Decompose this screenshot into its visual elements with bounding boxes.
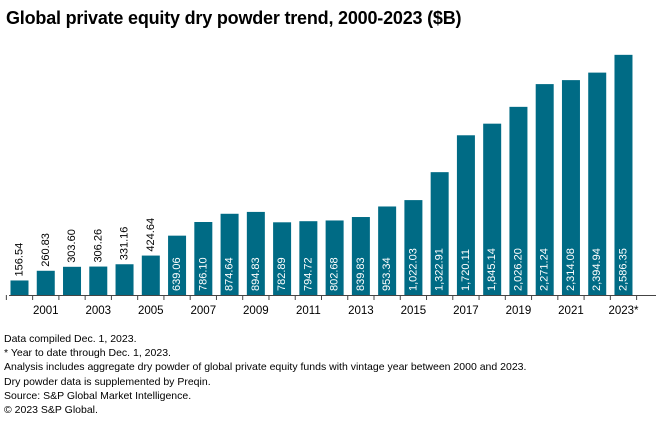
data-label-2009: 894.83 (250, 257, 262, 291)
data-label-2019: 2,026.20 (512, 248, 524, 291)
bar-2012 (325, 220, 344, 295)
bar-2013 (351, 217, 370, 295)
data-label-2010: 782.89 (276, 257, 288, 291)
data-label-2000: 156.54 (14, 243, 26, 277)
x-axis-tick-labels: 2001 2003 2005 2007 2009 2011 2013 2015 2017 2019… (33, 305, 639, 317)
bar-2014 (378, 206, 397, 295)
data-label-2020: 2,271.24 (539, 248, 551, 291)
data-label-2021: 2,314.08 (565, 248, 577, 291)
tick-label-2015: 2015 (401, 305, 427, 317)
chart-title: Global private equity dry powder trend, … (6, 8, 462, 28)
bar-chart: 156.54 260.83 303.60 306.26 331.16 424.64 639.… (5, 54, 656, 317)
data-label-2001: 260.83 (40, 233, 52, 267)
bar-2003 (89, 266, 108, 295)
bar-2015 (404, 200, 423, 295)
bar-2008 (220, 213, 239, 295)
data-label-2004: 331.16 (119, 227, 131, 261)
data-label-2005: 424.64 (145, 218, 157, 252)
bar-2011 (299, 221, 318, 295)
data-label-2017: 1,720.11 (460, 249, 472, 291)
bar-2002 (63, 266, 82, 295)
tick-label-2003: 2003 (85, 305, 111, 317)
data-labels-group: 156.54 260.83 303.60 306.26 331.16 424.64 639.… (14, 218, 630, 291)
tick-label-2011: 2011 (296, 305, 321, 317)
bar-2021 (561, 80, 580, 296)
bar-2009 (246, 211, 265, 295)
note-data-compiled: Data compiled Dec. 1, 2023. (4, 333, 137, 345)
tick-label-2019: 2019 (506, 305, 532, 317)
data-label-2003: 306.26 (92, 229, 104, 263)
data-label-2013: 839.83 (355, 257, 367, 291)
data-label-2007: 786.10 (197, 257, 209, 291)
bar-2006 (168, 235, 187, 295)
data-label-2008: 874.64 (224, 257, 236, 291)
tick-label-2005: 2005 (138, 305, 164, 317)
bar-2016 (430, 172, 449, 295)
tick-label-2013: 2013 (348, 305, 374, 317)
bar-2007 (194, 222, 213, 295)
bar-2017 (456, 135, 475, 295)
tick-label-2007: 2007 (191, 305, 217, 317)
note-analysis: Analysis includes aggregate dry powder o… (4, 361, 527, 374)
x-axis-ticks (5, 295, 638, 300)
tick-label-2001: 2001 (33, 305, 59, 317)
data-label-2016: 1,322.91 (434, 248, 446, 291)
data-label-2022: 2,394.94 (591, 248, 603, 291)
bar-2022 (588, 72, 607, 295)
data-label-2002: 303.60 (66, 229, 78, 263)
bars-group (10, 54, 633, 296)
bar-2020 (535, 84, 554, 295)
chart-notes: Data compiled Dec. 1, 2023. * Year to da… (4, 332, 526, 417)
tick-label-2017: 2017 (453, 305, 479, 317)
bar-2000 (10, 280, 29, 295)
data-label-2012: 802.68 (329, 257, 341, 291)
data-label-2006: 639.06 (171, 257, 183, 291)
tick-label-2021: 2021 (558, 305, 584, 317)
bar-2018 (483, 123, 502, 295)
data-label-2011: 794.72 (302, 257, 314, 291)
note-source: Source: S&P Global Market Intelligence. (4, 389, 192, 402)
data-label-2018: 1,845.14 (486, 248, 498, 291)
note-copyright: © 2023 S&P Global. (4, 404, 98, 417)
bar-2001 (36, 270, 55, 295)
bar-2023 (614, 54, 633, 296)
bar-2010 (273, 222, 292, 295)
data-label-2015: 1,022.03 (407, 248, 419, 291)
tick-label-2023: 2023* (608, 305, 639, 317)
data-label-2023: 2,586.35 (617, 248, 629, 291)
note-year-to-date: * Year to date through Dec. 1, 2023. (4, 347, 171, 360)
bar-2005 (141, 255, 160, 295)
data-label-2014: 953.34 (381, 257, 393, 291)
tick-label-2009: 2009 (243, 305, 269, 317)
bar-2019 (509, 106, 528, 295)
note-preqin: Dry powder data is supplemented by Preqi… (4, 375, 211, 388)
bar-2004 (115, 264, 134, 295)
